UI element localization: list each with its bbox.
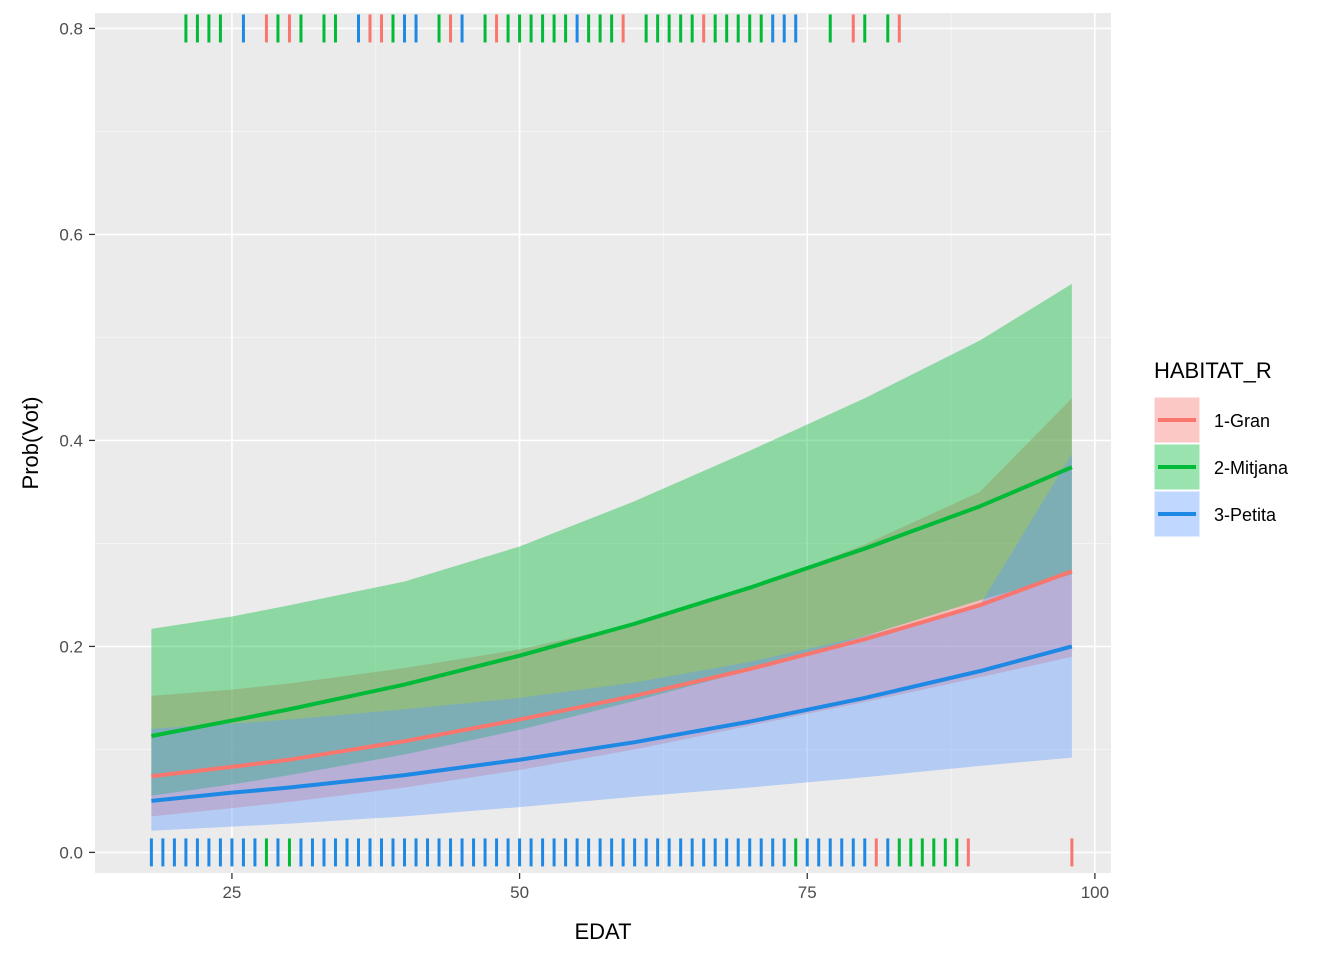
line-2-Mitjana xyxy=(151,465,1073,738)
legend-label: 2-Mitjana xyxy=(1214,458,1289,478)
legend: HABITAT_R 1-Gran 2-Mitjana 3-Petita xyxy=(1153,358,1289,538)
y-tick-label: 0.2 xyxy=(59,637,83,656)
y-axis-title: Prob(Vot) xyxy=(18,397,43,490)
legend-label: 3-Petita xyxy=(1214,505,1277,525)
gridlines xyxy=(95,13,1111,873)
x-tick-label: 50 xyxy=(510,883,529,902)
line-3-Petita xyxy=(151,644,1073,803)
band-3-Petita xyxy=(151,453,1072,831)
legend-label: 1-Gran xyxy=(1214,411,1270,431)
y-tick-label: 0.8 xyxy=(59,19,83,38)
band-1-Gran xyxy=(151,398,1072,817)
x-tick-label: 100 xyxy=(1081,883,1109,902)
y-axis: 0.0 0.2 0.4 0.6 0.8 xyxy=(59,19,95,862)
confidence-bands xyxy=(151,283,1072,831)
legend-title: HABITAT_R xyxy=(1154,358,1272,383)
rug-marks xyxy=(149,14,1074,867)
x-tick-label: 25 xyxy=(222,883,241,902)
y-tick-label: 0.6 xyxy=(59,225,83,244)
band-2-Mitjana xyxy=(151,283,1072,796)
x-axis: 25 50 75 100 xyxy=(222,873,1109,902)
x-axis-title: EDAT xyxy=(574,919,631,944)
line-1-Gran xyxy=(151,569,1073,779)
legend-items: 1-Gran 2-Mitjana 3-Petita xyxy=(1153,396,1289,538)
plot-panel xyxy=(95,13,1111,873)
y-tick-label: 0.0 xyxy=(59,843,83,862)
x-tick-label: 75 xyxy=(798,883,817,902)
series-lines xyxy=(151,465,1073,803)
y-tick-label: 0.4 xyxy=(59,431,83,450)
